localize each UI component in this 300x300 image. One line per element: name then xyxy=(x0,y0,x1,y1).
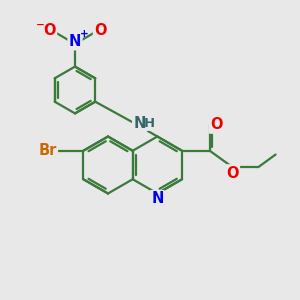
Text: Br: Br xyxy=(38,143,57,158)
Text: N: N xyxy=(151,191,164,206)
Text: O: O xyxy=(226,166,239,181)
Text: O: O xyxy=(210,117,223,132)
Text: O: O xyxy=(94,23,107,38)
Text: N: N xyxy=(69,34,81,49)
Text: N: N xyxy=(151,191,164,206)
Text: Br: Br xyxy=(38,143,57,158)
Text: O: O xyxy=(43,23,56,38)
Text: +: + xyxy=(80,29,89,39)
Text: H: H xyxy=(144,117,155,130)
Text: H: H xyxy=(144,117,155,130)
Text: O: O xyxy=(226,166,239,181)
Text: N: N xyxy=(69,34,81,49)
Text: N: N xyxy=(134,116,146,130)
Text: O: O xyxy=(43,23,56,38)
Text: N: N xyxy=(134,116,146,130)
Text: −: − xyxy=(36,20,45,29)
Text: O: O xyxy=(210,117,223,132)
Text: O: O xyxy=(94,23,107,38)
